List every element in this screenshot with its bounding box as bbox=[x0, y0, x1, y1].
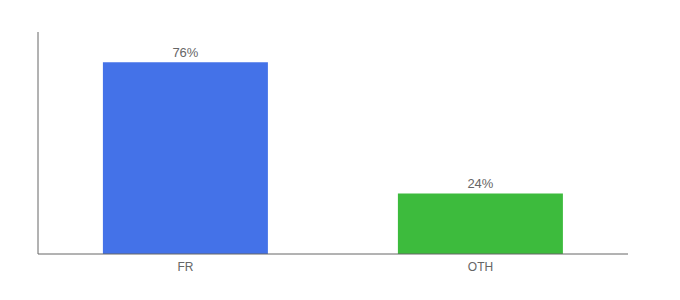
svg-text:OTH: OTH bbox=[468, 260, 493, 274]
svg-text:FR: FR bbox=[178, 260, 194, 274]
svg-text:76%: 76% bbox=[172, 45, 198, 60]
svg-text:24%: 24% bbox=[467, 176, 493, 191]
